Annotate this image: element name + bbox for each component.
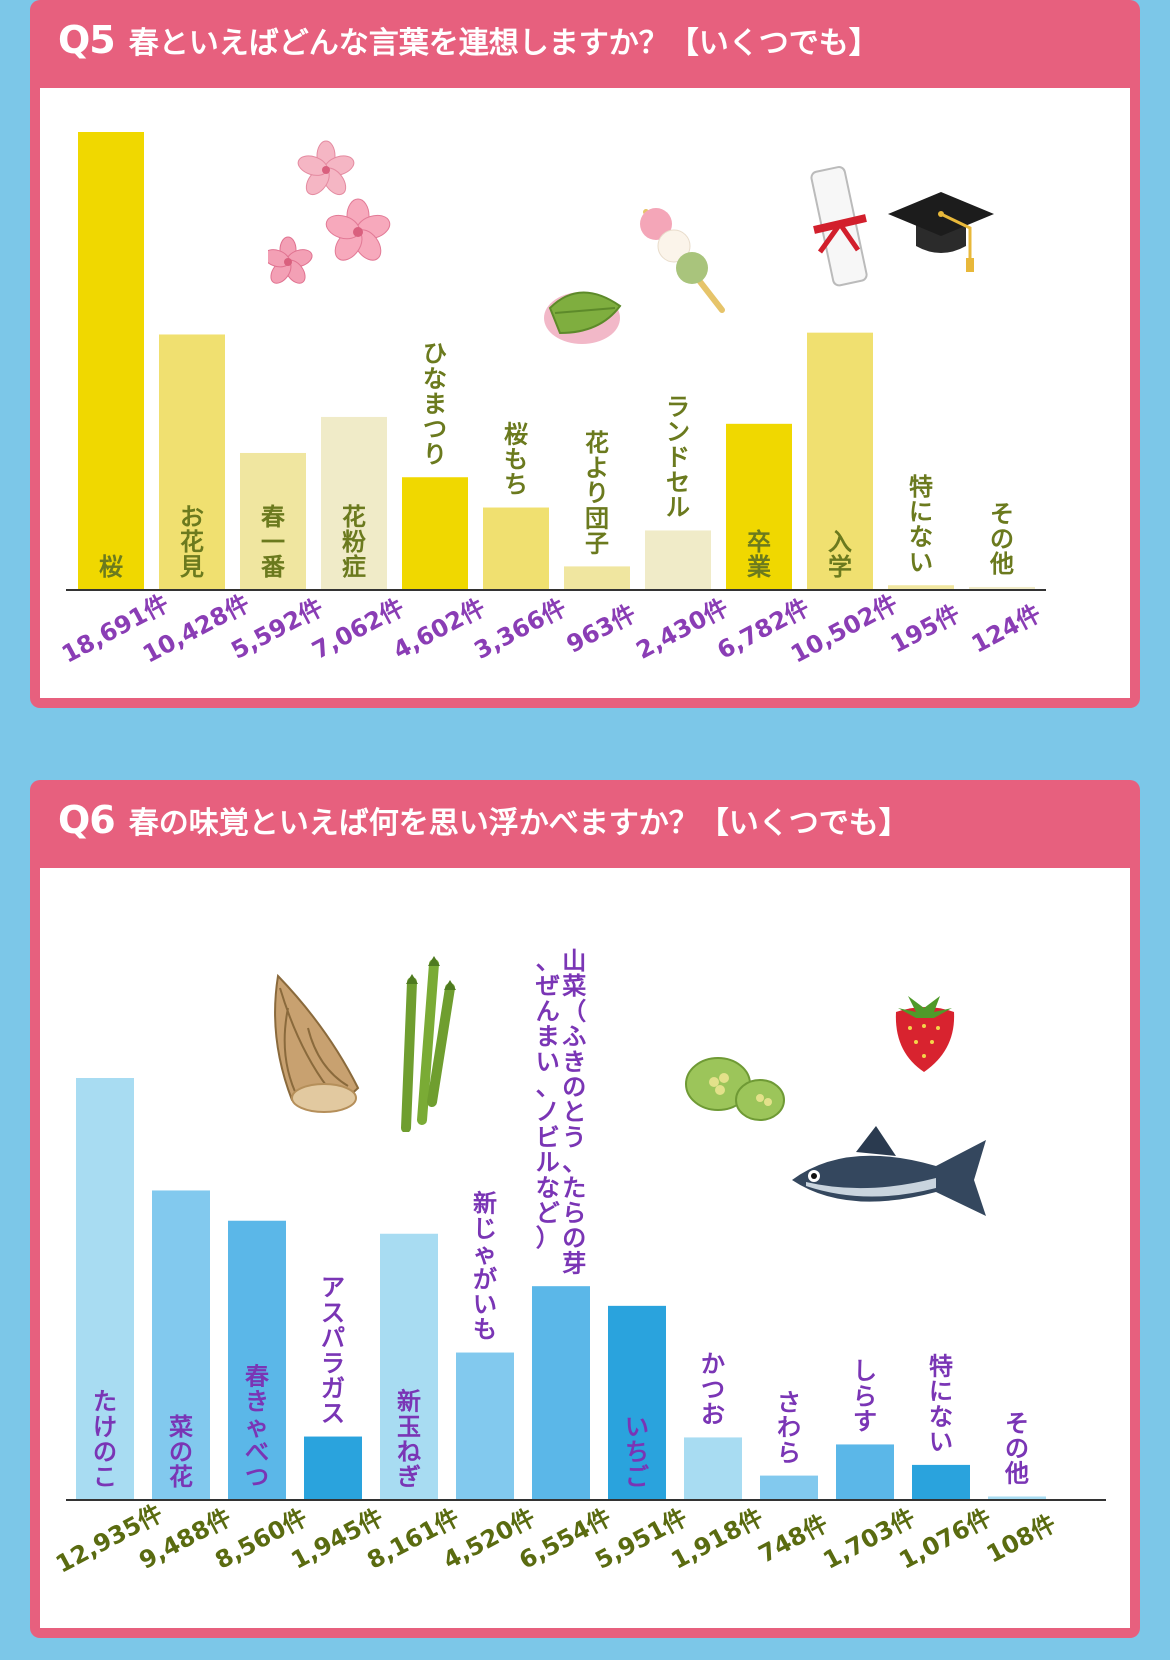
q5-question: 春といえばどんな言葉を連想しますか？【いくつでも】 bbox=[128, 26, 879, 61]
q5-category-label: 桜 bbox=[99, 553, 123, 581]
q5-bar bbox=[159, 334, 225, 590]
q5-category-label: 花粉症 bbox=[342, 503, 366, 581]
q6-value-label: 748件 bbox=[754, 1509, 833, 1569]
q6-category-label: いちご bbox=[625, 1413, 649, 1491]
q6-bar bbox=[836, 1444, 894, 1500]
q6-question: 春の味覚といえば何を思い浮かべますか？【いくつでも】 bbox=[128, 806, 909, 841]
q5-category-label: ひなまつり bbox=[423, 340, 447, 469]
q5-bar bbox=[969, 586, 1035, 590]
sakura-mochi-icon bbox=[544, 291, 622, 344]
graduation-cap-icon bbox=[888, 192, 994, 272]
q5-title: Q5 春といえばどんな言葉を連想しますか？【いくつでも】 bbox=[58, 0, 879, 80]
q6-category-label: 新玉ねぎ bbox=[397, 1388, 421, 1492]
q6-bar bbox=[608, 1305, 666, 1500]
q6-bar bbox=[532, 1286, 590, 1500]
q5-bar bbox=[726, 423, 792, 590]
strawberry-icon bbox=[895, 996, 955, 1072]
q6-category-label: 春きゃべつ bbox=[245, 1362, 269, 1491]
q5-value-label: 3,366件 bbox=[470, 593, 571, 665]
q5-card: Q5 春といえばどんな言葉を連想しますか？【いくつでも】 桜 お花見 春一番 花粉症 ひ… bbox=[30, 0, 1140, 708]
q6-category-label: 菜の花 bbox=[168, 1413, 193, 1491]
q5-bar bbox=[402, 477, 468, 590]
q6-category-label: さわら bbox=[777, 1388, 801, 1466]
q5-value-label: 7,062件 bbox=[308, 593, 409, 665]
q5-category-label: 入学 bbox=[828, 528, 852, 581]
q6-bar bbox=[228, 1220, 286, 1500]
q6-bar bbox=[684, 1437, 742, 1500]
q6-bar bbox=[912, 1464, 970, 1500]
q5-category-label: その他 bbox=[989, 500, 1014, 578]
q5-bar bbox=[564, 566, 630, 590]
bamboo-shoot-icon bbox=[274, 973, 360, 1113]
q5-bar bbox=[888, 585, 954, 590]
q5-category-label: お花見 bbox=[180, 503, 204, 581]
q5-bar bbox=[483, 507, 549, 590]
q5-category-label: 花より団子 bbox=[585, 429, 609, 558]
q6-title: Q6 春の味覚といえば何を思い浮かべますか？【いくつでも】 bbox=[58, 780, 909, 860]
q6-bar bbox=[76, 1078, 134, 1500]
q6-bar-chart: たけのこ 菜の花 春きゃべつ アスパラガス新玉ねぎ 新じゃがいも 山菜（ふきのとう、たらの… bbox=[51, 947, 1106, 1579]
q5-bar bbox=[807, 332, 873, 590]
q6-card: Q6 春の味覚といえば何を思い浮かべますか？【いくつでも】 たけのこ 菜の花 春きゃ… bbox=[30, 780, 1140, 1638]
q5-bar bbox=[240, 452, 306, 590]
q5-bar bbox=[645, 530, 711, 590]
q5-value-label: 963件 bbox=[562, 599, 641, 659]
q6-number: Q6 bbox=[58, 798, 116, 842]
q5-category-label: 卒業 bbox=[747, 528, 771, 581]
q5-bar-chart: 桜お花見春一番花粉症ひなまつり桜もち花より団子ランドセル卒業入学特にないその他 … bbox=[57, 132, 1046, 669]
q6-bar bbox=[988, 1496, 1046, 1500]
q5-value-label: 124件 bbox=[967, 599, 1046, 659]
q6-value-label: 108件 bbox=[982, 1509, 1061, 1569]
q5-category-label: ランドセル bbox=[666, 393, 690, 522]
q6-category-label: その他 bbox=[1004, 1409, 1029, 1487]
q6-category-label: アスパラガス bbox=[321, 1274, 345, 1428]
q5-value-label: 4,602件 bbox=[389, 593, 490, 665]
q5-category-label: 桜もち bbox=[504, 420, 528, 498]
q5-bar bbox=[321, 416, 387, 590]
q5-bar bbox=[78, 132, 144, 590]
q5-number: Q5 bbox=[58, 18, 116, 62]
q6-category-label: 新じゃがいも bbox=[473, 1190, 497, 1344]
q6-bar bbox=[152, 1190, 210, 1500]
q6-bar bbox=[304, 1436, 362, 1500]
q5-value-label: 2,430件 bbox=[632, 593, 733, 665]
diploma-icon bbox=[810, 166, 868, 287]
dango-icon bbox=[640, 208, 725, 313]
q6-bar bbox=[380, 1233, 438, 1500]
q6-category-label: 山菜（ふきのとう、たらの芽、ぜんまい、ノビルなど） bbox=[536, 947, 586, 1277]
butterbur-icon bbox=[685, 1057, 785, 1121]
asparagus-icon bbox=[401, 956, 456, 1132]
q6-bar bbox=[760, 1475, 818, 1500]
q5-category-label: 春一番 bbox=[260, 503, 286, 581]
q6-category-label: かつお bbox=[701, 1350, 725, 1428]
q6-category-label: 特にない bbox=[929, 1352, 953, 1456]
q6-category-label: しらす bbox=[853, 1357, 877, 1435]
q6-bar bbox=[456, 1352, 514, 1500]
q6-chart-panel: たけのこ 菜の花 春きゃべつ アスパラガス新玉ねぎ 新じゃがいも 山菜（ふきのとう、たらの… bbox=[40, 868, 1130, 1628]
q5-chart-panel: 桜お花見 春一番 花粉症 ひなまつり 桜もち 花より団子 ランドセル 卒業 入学 特にない その他 … bbox=[40, 88, 1130, 698]
q6-category-label: たけのこ bbox=[93, 1388, 117, 1492]
q5-category-label: 特にない bbox=[909, 473, 933, 577]
bonito-icon bbox=[792, 1126, 986, 1216]
cherry-blossom-icon bbox=[268, 140, 391, 284]
